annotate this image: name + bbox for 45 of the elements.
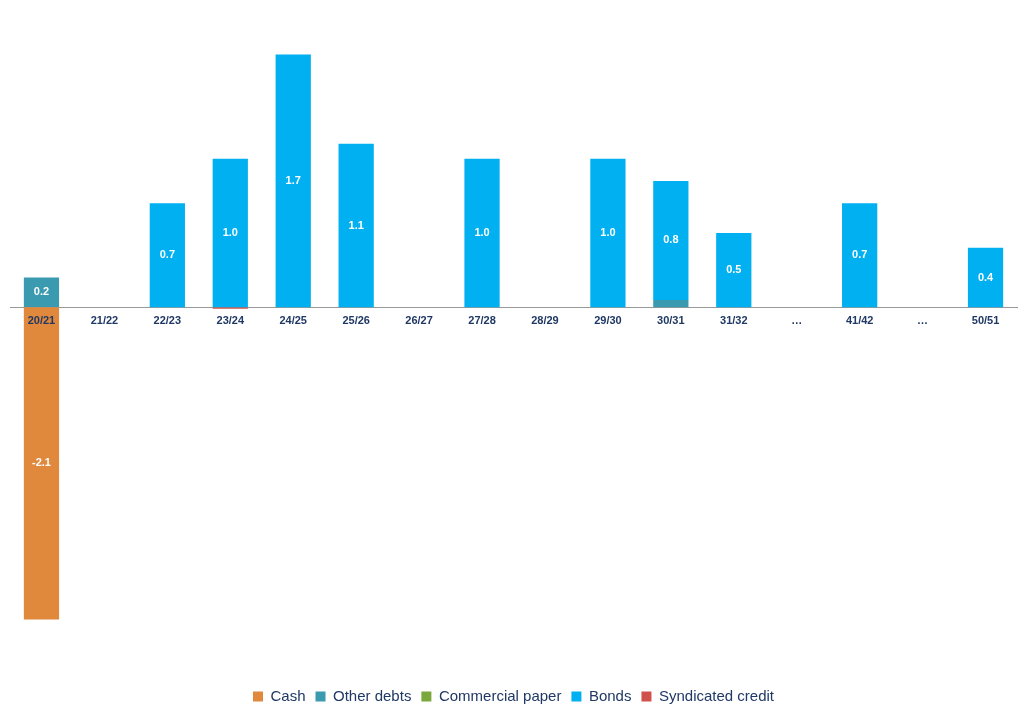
bar <box>275 54 311 308</box>
bar <box>338 143 374 308</box>
x-tick-label: 21/22 <box>90 313 119 326</box>
bar <box>590 158 626 308</box>
legend-label: Cash <box>270 686 306 704</box>
data-label: 0.4 <box>977 270 995 283</box>
data-label: 0.2 <box>33 285 50 298</box>
bar <box>967 247 1004 308</box>
data-label: 0.5 <box>726 263 742 276</box>
bar <box>212 158 248 308</box>
x-tick-label: … <box>791 313 803 326</box>
legend-label: Other debts <box>333 686 412 704</box>
data-label: 1.0 <box>600 226 616 239</box>
x-tick-label: … <box>917 313 929 326</box>
x-tick-label: 20/21 <box>27 313 56 326</box>
data-label: 1.0 <box>222 226 238 239</box>
legend-label: Bonds <box>588 686 632 704</box>
data-label: 1.0 <box>474 226 490 239</box>
x-tick-label: 29/30 <box>594 313 622 326</box>
x-tick-label: 31/32 <box>720 313 748 326</box>
x-tick-label: 26/27 <box>405 313 433 326</box>
x-tick-label: 25/26 <box>342 313 370 326</box>
legend-label: Commercial paper <box>438 686 562 704</box>
x-tick-label: 22/23 <box>153 313 182 326</box>
x-tick-label: 28/29 <box>531 313 559 326</box>
data-label: -2.1 <box>31 456 51 469</box>
data-label: 1.1 <box>348 218 364 231</box>
bar <box>653 180 689 300</box>
x-tick-label: 50/51 <box>971 313 1000 326</box>
x-tick-label: 23/24 <box>216 313 245 326</box>
x-tick-label: 24/25 <box>279 313 307 326</box>
bar <box>464 158 500 308</box>
bar <box>842 203 878 308</box>
data-label: 0.7 <box>159 248 175 261</box>
data-label: 0.8 <box>663 233 679 246</box>
x-tick-label: 30/31 <box>657 313 685 326</box>
bar <box>653 299 689 308</box>
bar <box>23 307 60 620</box>
legend-label: Syndicated credit <box>658 686 775 704</box>
data-label: 1.7 <box>285 174 301 186</box>
bar <box>716 233 752 308</box>
bar <box>149 203 185 308</box>
x-tick-label: 41/42 <box>845 313 874 326</box>
data-label: 0.7 <box>852 248 868 261</box>
x-tick-label: 27/28 <box>468 313 496 326</box>
